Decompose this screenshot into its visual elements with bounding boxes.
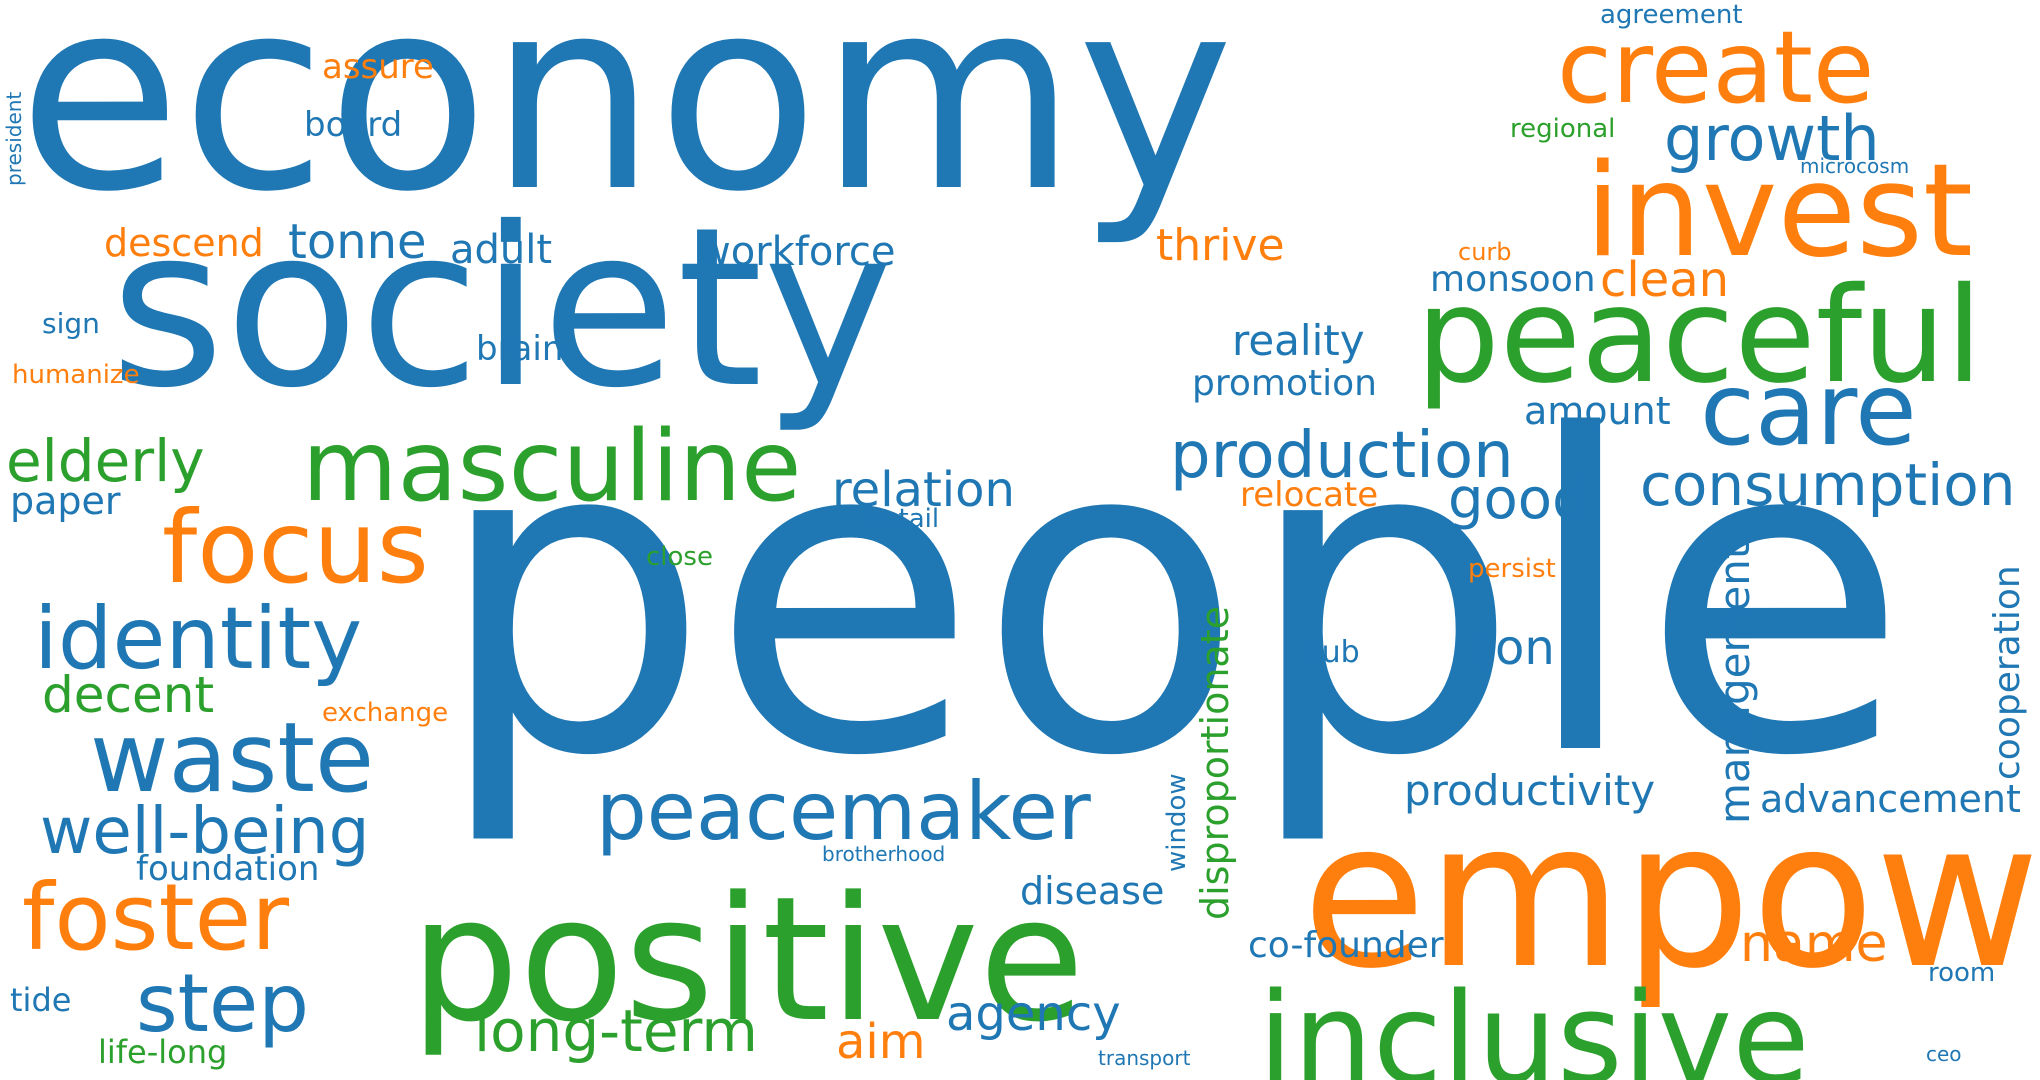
word-economy: economy (18, 0, 1234, 250)
word-exchange: exchange (322, 698, 449, 728)
word-brain: brain (476, 329, 564, 369)
word-sign: sign (42, 307, 100, 340)
word-humanize: humanize (12, 360, 140, 390)
word-tide: tide (10, 981, 72, 1019)
word-workforce: workforce (698, 229, 896, 275)
word-name: name (1740, 914, 1888, 974)
word-disproportionate: disproportionate (1193, 606, 1237, 920)
word-decent: decent (42, 666, 215, 724)
word-assure: assure (322, 47, 434, 87)
word-microcosm: microcosm (1800, 154, 1910, 178)
word-president: president (2, 91, 26, 186)
word-care: care (1700, 351, 1917, 468)
word-society: society (110, 180, 894, 436)
word-invest: invest (1585, 137, 1974, 286)
word-inclusive: inclusive (1258, 965, 1810, 1080)
word-consumption: consumption (1640, 451, 2016, 519)
word-room: room (1928, 958, 1996, 988)
word-positive: positive (410, 859, 1085, 1060)
word-long-term: long-term (474, 997, 758, 1065)
word-people: people (434, 344, 1909, 851)
word-persist: persist (1468, 554, 1556, 584)
word-monsoon: monsoon (1430, 259, 1596, 300)
word-brotherhood: brotherhood (822, 842, 946, 866)
word-good: good (1448, 467, 1588, 532)
word-clean: clean (1600, 252, 1730, 308)
word-life-long: life-long (98, 1033, 228, 1071)
word-tonne: tonne (288, 214, 427, 270)
word-disease: disease (1020, 869, 1165, 913)
word-sub: sub (1306, 635, 1360, 670)
word-curb: curb (1458, 238, 1512, 266)
word-elderly: elderly (6, 427, 205, 495)
word-relocate: relocate (1240, 475, 1379, 515)
word-foster: foster (22, 864, 290, 971)
word-peacemaker: peacemaker (596, 765, 1091, 858)
word-ceo: ceo (1926, 1042, 1962, 1066)
word-reality: reality (1232, 316, 1365, 365)
word-thrive: thrive (1156, 220, 1285, 271)
word-close: close (646, 542, 713, 572)
word-agency: agency (946, 986, 1121, 1042)
word-waste: waste (90, 702, 375, 814)
word-regional: regional (1510, 114, 1616, 144)
word-masculine: masculine (302, 410, 802, 524)
word-detail: detail (866, 504, 940, 534)
word-management: management (1710, 542, 1759, 824)
word-window: window (1162, 773, 1192, 872)
word-peaceful: peaceful (1416, 259, 1983, 413)
word-identity: identity (34, 589, 363, 689)
word-promotion: promotion (1192, 363, 1377, 404)
word-cooperation: cooperation (1987, 565, 2028, 780)
word-adult: adult (450, 227, 553, 273)
word-production: production (1170, 419, 1514, 493)
word-son: son (1470, 620, 1555, 676)
word-step: step (136, 957, 310, 1050)
word-agreement: agreement (1600, 0, 1743, 30)
word-foundation: foundation (136, 849, 320, 889)
word-transport: transport (1098, 1046, 1191, 1070)
word-relation: relation (832, 462, 1015, 518)
word-co-founder: co-founder (1248, 925, 1444, 966)
word-advancement: advancement (1760, 777, 2021, 821)
word-aim: aim (836, 1014, 926, 1070)
word-create: create (1557, 9, 1875, 126)
word-productivity: productivity (1404, 766, 1656, 815)
word-amount: amount (1524, 389, 1671, 433)
word-focus: focus (162, 489, 429, 606)
word-descend: descend (104, 221, 264, 265)
word-well-being: well-being (40, 795, 370, 869)
word-paper: paper (10, 479, 121, 523)
word-empower: empower (1302, 777, 2040, 1013)
word-board: board (304, 105, 403, 145)
word-growth: growth (1664, 102, 1880, 175)
